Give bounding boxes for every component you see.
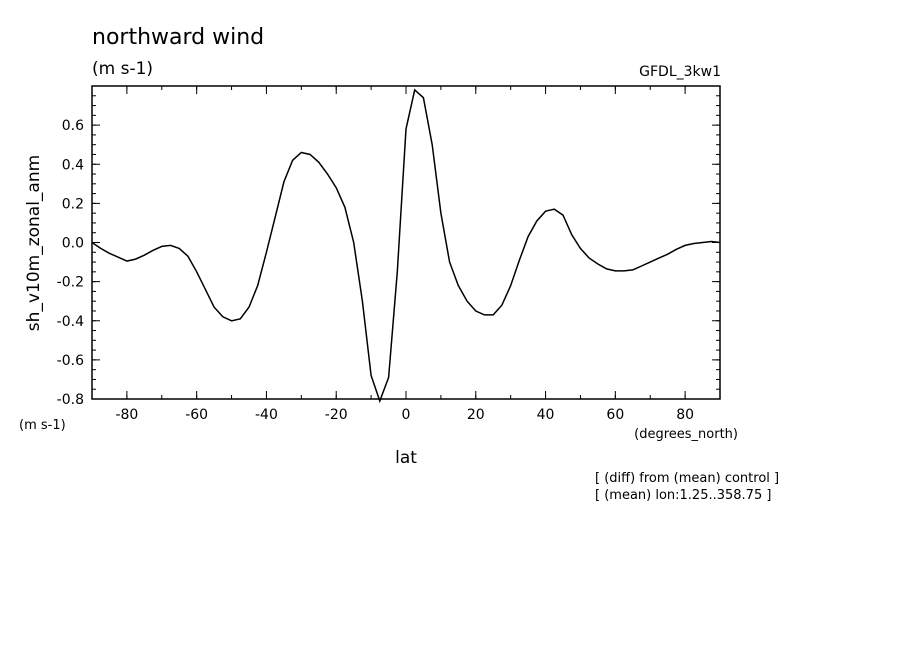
y-tick-label: -0.6 <box>57 353 84 369</box>
x-axis-units: (degrees_north) <box>634 427 738 442</box>
y-tick-label: 0.0 <box>62 236 84 252</box>
x-axis-label: lat <box>395 448 417 468</box>
x-axis-ticks <box>91 86 721 399</box>
x-tick-label: 40 <box>537 407 555 423</box>
y-tick-label: -0.4 <box>57 314 84 330</box>
x-tick-label: -40 <box>255 407 278 423</box>
chart-title: northward wind <box>92 25 264 50</box>
x-tick-label: -80 <box>115 407 138 423</box>
chart-subtitle: (m s-1) <box>92 59 153 79</box>
y-axis-units: (m s-1) <box>19 418 66 433</box>
note-mean: [ (mean) lon:1.25..358.75 ] <box>595 488 771 503</box>
note-diff: [ (diff) from (mean) control ] <box>595 471 779 486</box>
y-tick-label: 0.2 <box>62 196 84 212</box>
x-tick-label: 0 <box>402 407 411 423</box>
x-tick-label: 20 <box>467 407 485 423</box>
model-label: GFDL_3kw1 <box>639 64 721 80</box>
y-tick-label: -0.8 <box>57 392 84 408</box>
y-axis-tick-labels: -0.8 -0.6 -0.4 -0.2 0.0 0.2 0.4 0.6 <box>57 118 84 408</box>
series-line <box>91 88 721 404</box>
y-tick-label: 0.6 <box>62 118 84 134</box>
x-tick-label: -20 <box>325 407 348 423</box>
y-tick-label: -0.2 <box>57 275 84 291</box>
x-tick-label: 80 <box>676 407 694 423</box>
x-axis-tick-labels: -80 -60 -40 -20 0 20 40 60 80 <box>115 407 694 423</box>
y-axis-label: sh_v10m_zonal_anm <box>24 155 44 331</box>
x-tick-label: -60 <box>185 407 208 423</box>
x-tick-label: 60 <box>606 407 624 423</box>
y-tick-label: 0.4 <box>62 157 84 173</box>
